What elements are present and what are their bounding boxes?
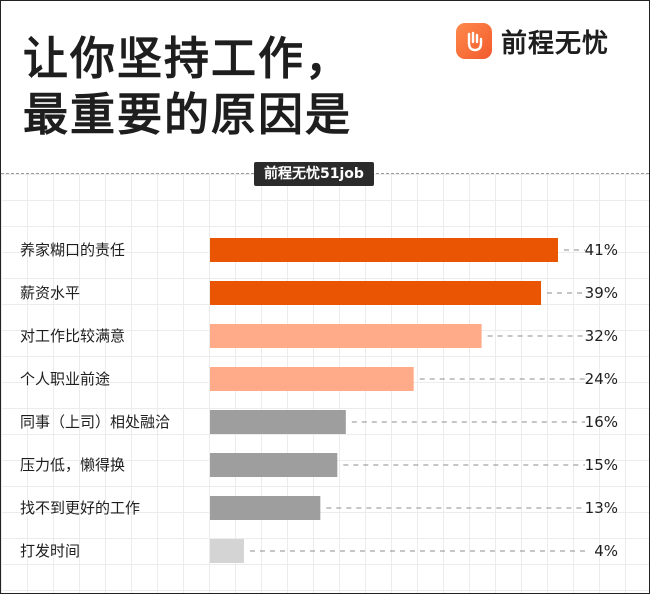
header: 让你坚持工作， 最重要的原因是 前程无忧 (1, 1, 649, 173)
value-label: 32% (585, 327, 618, 345)
value-label: 13% (585, 499, 618, 517)
category-label: 对工作比较满意 (20, 327, 125, 345)
bar (210, 453, 338, 477)
brand: 前程无忧 (456, 21, 609, 61)
bar (210, 238, 558, 262)
value-label: 4% (594, 542, 618, 560)
value-label: 16% (585, 413, 618, 431)
hand-icon (467, 31, 483, 52)
category-label: 压力低，懒得换 (20, 456, 125, 474)
bar (210, 367, 414, 391)
chart-title: 让你坚持工作， 最重要的原因是 (23, 32, 353, 141)
bar (210, 539, 244, 563)
category-label: 找不到更好的工作 (20, 499, 140, 517)
value-label: 15% (585, 456, 618, 474)
bar (210, 496, 321, 520)
value-label: 24% (585, 370, 618, 388)
category-label: 养家糊口的责任 (20, 241, 125, 259)
source-tag: 前程无忧51job (254, 162, 374, 186)
brand-name: 前程无忧 (501, 28, 610, 59)
brand-logo-icon (456, 23, 492, 59)
category-label: 打发时间 (20, 542, 80, 560)
category-label: 薪资水平 (20, 284, 80, 302)
value-label: 41% (585, 241, 618, 259)
category-label: 个人职业前途 (20, 370, 110, 388)
bar (210, 324, 482, 348)
category-label: 同事（上司）相处融洽 (20, 413, 170, 431)
bar (210, 281, 542, 305)
value-label: 39% (585, 284, 618, 302)
bar (210, 410, 346, 434)
